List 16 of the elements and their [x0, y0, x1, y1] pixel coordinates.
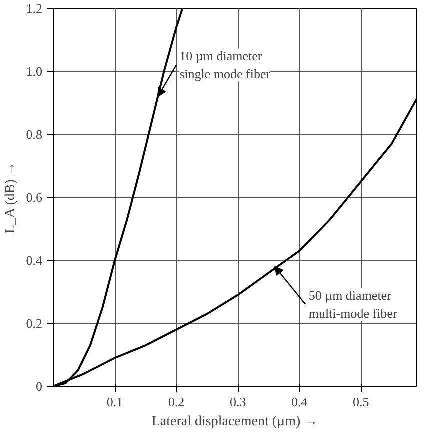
annotation: 10 µm diameter single mode fiber	[180, 48, 272, 82]
y-axis-title: L_A (dB) →	[3, 162, 18, 234]
y-tick-label: 1.2	[26, 1, 42, 16]
y-tick-label: 0.6	[26, 190, 43, 205]
x-tick-label: 0.4	[291, 394, 308, 410]
y-tick-label: 0.2	[26, 316, 42, 331]
x-tick-label: 0.3	[230, 394, 246, 410]
y-tick-label: 0	[36, 379, 42, 394]
x-axis-title: Lateral displacement (µm) →	[152, 414, 318, 430]
x-tick-label: 0.2	[168, 394, 185, 410]
y-tick-label: 1.0	[26, 64, 42, 79]
annotation: 50 µm diameter multi-mode fiber	[308, 288, 398, 322]
x-tick-label: 0.5	[353, 394, 370, 410]
y-tick-label: 0.8	[26, 127, 42, 142]
x-tick-label: 0.1	[106, 394, 124, 410]
y-tick-label: 0.4	[26, 253, 43, 268]
